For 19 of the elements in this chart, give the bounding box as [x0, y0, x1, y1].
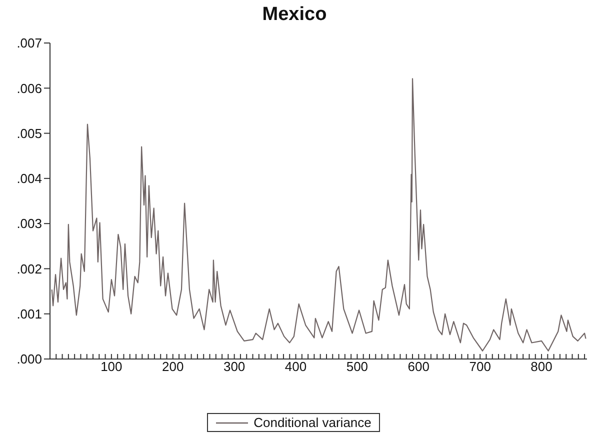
x-tick-label: 800: [530, 359, 552, 374]
x-tick-label: 100: [100, 359, 122, 374]
x-tick-label: 200: [162, 359, 184, 374]
x-tick-label: 400: [284, 359, 307, 374]
y-tick-label: .003: [16, 216, 42, 232]
y-tick-label: .001: [16, 306, 42, 322]
legend-label: Conditional variance: [252, 415, 372, 430]
x-tick-label: 700: [469, 359, 491, 374]
x-tick-label: 600: [408, 359, 430, 374]
y-tick-label: .007: [16, 36, 42, 51]
y-tick-label: .002: [16, 261, 42, 276]
x-tick-label: 300: [223, 359, 246, 374]
x-tick-label: 500: [346, 359, 368, 374]
line-series: [51, 78, 586, 352]
y-tick-label: .000: [16, 352, 42, 367]
y-tick-label: .005: [16, 126, 42, 141]
y-tick-label: .004: [16, 171, 42, 186]
y-tick-label: .006: [16, 80, 42, 96]
chart-title: Mexico: [261, 4, 328, 26]
